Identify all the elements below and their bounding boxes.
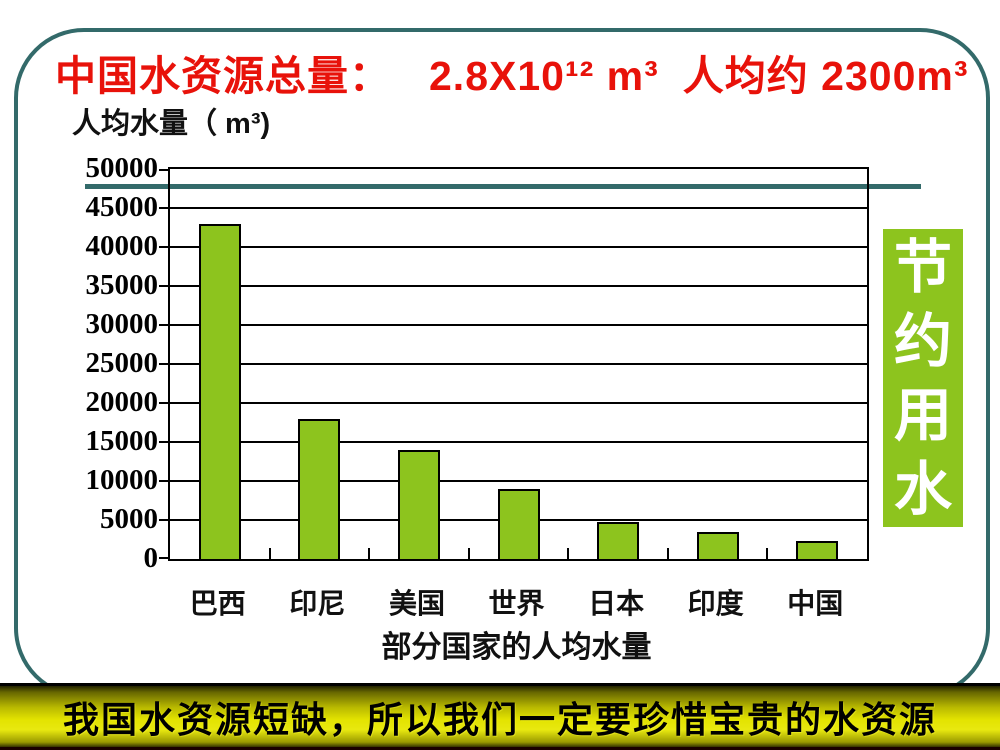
x-tick-mark: [766, 548, 769, 559]
bar: [298, 418, 341, 559]
x-tick-label: 巴西: [189, 588, 246, 619]
y-tick-mark: [159, 169, 170, 171]
y-tick-label: 15000: [85, 425, 159, 457]
slide-title: 中国水资源总量： 2.8X10¹² m³ 人均约 2300m³: [55, 42, 968, 102]
y-tick-label: 35000: [85, 269, 159, 301]
x-tick-label: 印度: [687, 588, 744, 619]
gridline: [170, 441, 867, 443]
x-tick-label: 日本: [588, 588, 645, 619]
title-value-percapita: 人均约 2300m³: [682, 53, 969, 99]
y-tick-mark: [159, 480, 170, 482]
y-tick-mark: [159, 324, 170, 326]
x-tick-label: 美国: [388, 588, 445, 619]
bar: [497, 488, 540, 559]
y-tick-mark: [159, 363, 170, 365]
bar: [597, 521, 640, 559]
bar: [796, 541, 839, 559]
y-tick-label: 30000: [85, 308, 159, 340]
y-axis-title: 人均水量（ m³): [72, 108, 271, 140]
y-tick-mark: [159, 441, 170, 443]
y-axis-labels: 50000 45000 40000 35000 30000 25000 20000 15000…: [52, 152, 159, 574]
y-tick-label: 10000: [85, 464, 159, 496]
y-tick-label: 40000: [85, 230, 159, 262]
gridline: [170, 402, 867, 404]
y-tick-label: 20000: [85, 386, 159, 418]
y-tick-mark: [159, 246, 170, 248]
x-tick-mark: [567, 548, 570, 559]
bar: [198, 223, 241, 559]
y-tick-mark: [159, 207, 170, 209]
bar: [397, 449, 440, 559]
save-water-banner: 节约用水: [883, 229, 963, 527]
x-tick-mark: [467, 548, 470, 559]
x-tick-label: 世界: [488, 588, 545, 619]
gridline: [170, 285, 867, 287]
y-tick-label: 45000: [85, 191, 159, 223]
x-axis-labels: 巴西 印尼 美国 世界 日本 印度 中国: [168, 582, 865, 622]
decorative-teal-line: [85, 184, 921, 189]
y-tick-mark: [159, 402, 170, 404]
y-tick-label: 5000: [100, 503, 158, 535]
plot-area: [159, 167, 869, 561]
title-value-total: 2.8X10¹² m³: [429, 53, 659, 99]
y-tick-mark: [159, 285, 170, 287]
gridline: [170, 324, 867, 326]
x-tick-mark: [268, 548, 271, 559]
bottom-message-text: 我国水资源短缺，所以我们一定要珍惜宝贵的水资源: [62, 698, 937, 740]
gridline: [170, 207, 867, 209]
bar: [696, 532, 739, 559]
gridline: [170, 480, 867, 482]
y-tick-mark: [159, 557, 170, 559]
x-tick-mark: [368, 548, 371, 559]
bottom-message-banner: 我国水资源短缺，所以我们一定要珍惜宝贵的水资源: [0, 683, 1000, 750]
x-tick-mark: [666, 548, 669, 559]
chart-caption: 部分国家的人均水量: [381, 631, 652, 664]
x-tick-label: 中国: [787, 588, 844, 619]
gridline: [170, 363, 867, 365]
gridline: [170, 246, 867, 248]
y-tick-label: 25000: [85, 347, 159, 379]
y-tick-mark: [159, 519, 170, 521]
y-tick-label: 50000: [85, 152, 159, 184]
x-tick-label: 印尼: [289, 588, 346, 619]
title-text-china-total: 中国水资源总量：: [55, 53, 391, 99]
y-tick-label: 0: [143, 542, 159, 574]
